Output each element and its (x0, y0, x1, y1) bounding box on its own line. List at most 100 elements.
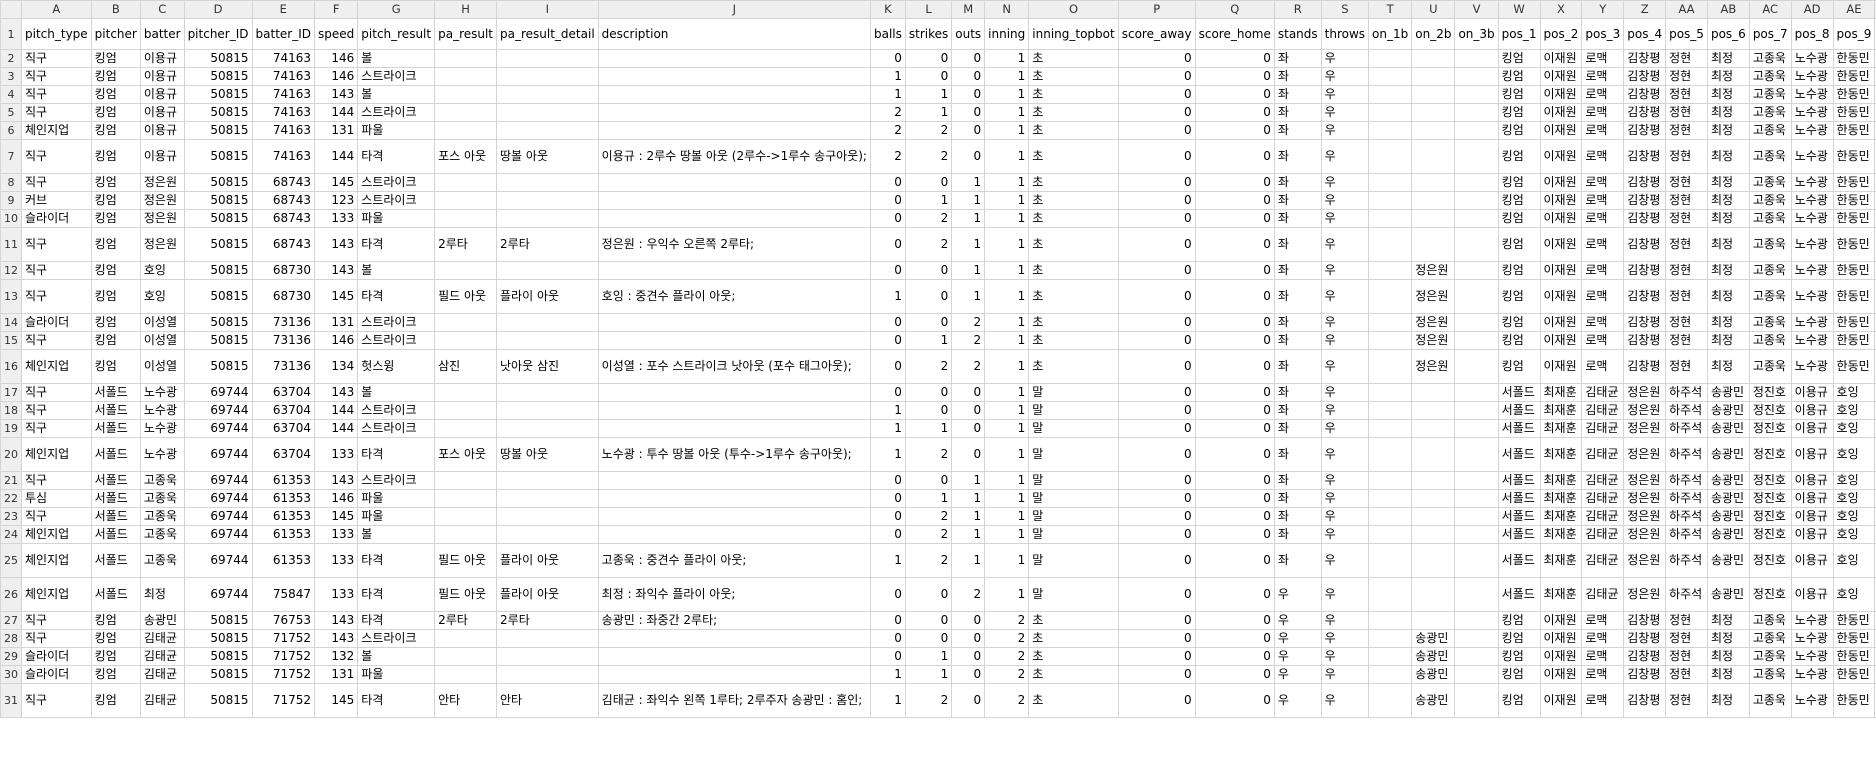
cell-pitcher-ID[interactable]: 50815 (183, 103, 253, 122)
cell-score-away[interactable]: 0 (1117, 419, 1196, 438)
cell-pitch-result[interactable]: 스트라이크 (357, 471, 436, 490)
cell-pitch-result[interactable]: 스트라이크 (357, 103, 436, 122)
cell-on-1b[interactable] (1368, 227, 1413, 262)
cell-pitcher[interactable]: 킹엄 (90, 279, 141, 314)
cell-pitcher-ID[interactable]: 50815 (183, 683, 253, 718)
column-header[interactable]: C (139, 0, 185, 19)
cell-stands[interactable]: 좌 (1273, 227, 1322, 262)
cell-inning[interactable]: 1 (984, 507, 1030, 526)
row-header[interactable]: 18 (0, 401, 22, 420)
cell-speed[interactable]: 131 (314, 313, 359, 332)
cell-strikes[interactable]: 2 (904, 525, 953, 544)
cell-pos-5[interactable]: 정현 (1665, 279, 1708, 314)
cell-throws[interactable]: 우 (1320, 629, 1370, 648)
cell-pa-result[interactable]: 필드 아웃 (434, 543, 498, 578)
cell-batter-ID[interactable]: 76753 (251, 611, 316, 630)
cell-batter-ID[interactable]: 71752 (251, 647, 316, 666)
cell-inning[interactable]: 1 (984, 349, 1030, 384)
cell-throws[interactable]: 우 (1320, 525, 1370, 544)
cell-on-2b[interactable] (1411, 139, 1456, 174)
cell-batter-ID[interactable]: 68743 (251, 191, 316, 210)
cell-throws[interactable]: 우 (1320, 543, 1370, 578)
cell-score-home[interactable]: 0 (1194, 419, 1275, 438)
header-cell[interactable]: stands (1273, 18, 1322, 50)
cell-batter[interactable]: 정은원 (139, 227, 185, 262)
column-header[interactable]: M (951, 0, 986, 19)
cell-throws[interactable]: 우 (1320, 103, 1370, 122)
row-header[interactable]: 23 (0, 507, 22, 526)
cell-inning[interactable]: 1 (984, 67, 1030, 86)
cell-pos-4[interactable]: 정은원 (1623, 383, 1667, 402)
cell-outs[interactable]: 0 (951, 611, 986, 630)
cell-on-1b[interactable] (1368, 85, 1413, 104)
cell-outs[interactable]: 1 (951, 209, 986, 228)
cell-score-away[interactable]: 0 (1117, 647, 1196, 666)
cell-pos-2[interactable]: 최재훈 (1539, 401, 1583, 420)
cell-pos-9[interactable]: 한동민 (1832, 629, 1876, 648)
cell-pa-result[interactable]: 2루타 (434, 227, 498, 262)
column-header[interactable]: H (434, 0, 498, 19)
cell-pa-result-detail[interactable] (496, 313, 599, 332)
cell-pos-7[interactable]: 고종욱 (1748, 227, 1792, 262)
cell-inning[interactable]: 1 (984, 577, 1030, 612)
cell-on-3b[interactable] (1454, 227, 1499, 262)
cell-pos-9[interactable]: 한동민 (1832, 611, 1876, 630)
cell-pos-6[interactable]: 최정 (1706, 85, 1750, 104)
cell-inning[interactable]: 1 (984, 437, 1030, 472)
cell-pos-1[interactable]: 서폴드 (1497, 419, 1541, 438)
row-header[interactable]: 11 (0, 227, 22, 262)
cell-pitcher[interactable]: 킹엄 (90, 313, 141, 332)
row-header[interactable]: 19 (0, 419, 22, 438)
cell-pa-result-detail[interactable] (496, 261, 599, 280)
cell-pos-6[interactable]: 최정 (1706, 279, 1750, 314)
cell-speed[interactable]: 143 (314, 85, 359, 104)
cell-outs[interactable]: 1 (951, 525, 986, 544)
cell-description[interactable] (597, 507, 871, 526)
cell-batter[interactable]: 호잉 (139, 261, 185, 280)
cell-score-home[interactable]: 0 (1194, 279, 1275, 314)
cell-description[interactable] (597, 401, 871, 420)
cell-pitcher-ID[interactable]: 69744 (183, 525, 253, 544)
cell-pa-result[interactable] (434, 49, 498, 68)
cell-balls[interactable]: 1 (869, 279, 906, 314)
cell-pos-1[interactable]: 서폴드 (1497, 507, 1541, 526)
cell-pos-8[interactable]: 노수광 (1790, 67, 1834, 86)
cell-speed[interactable]: 145 (314, 507, 359, 526)
cell-pos-9[interactable]: 한동민 (1832, 85, 1876, 104)
cell-px[interactable]: -0.381 (1874, 683, 1876, 718)
cell-pos-1[interactable]: 킹엄 (1497, 647, 1541, 666)
cell-description[interactable] (597, 419, 871, 438)
cell-pos-5[interactable]: 하주석 (1665, 437, 1708, 472)
cell-pos-4[interactable]: 김창평 (1623, 139, 1667, 174)
cell-batter-ID[interactable]: 71752 (251, 683, 316, 718)
cell-pitch-result[interactable]: 스트라이크 (357, 629, 436, 648)
row-header[interactable]: 26 (0, 577, 22, 612)
cell-pos-1[interactable]: 킹엄 (1497, 683, 1541, 718)
cell-stands[interactable]: 좌 (1273, 85, 1322, 104)
cell-outs[interactable]: 0 (951, 383, 986, 402)
cell-inning[interactable]: 2 (984, 611, 1030, 630)
cell-description[interactable]: 정은원 : 우익수 오른쪽 2루타; (597, 227, 871, 262)
cell-throws[interactable]: 우 (1320, 471, 1370, 490)
cell-pos-6[interactable]: 최정 (1706, 683, 1750, 718)
cell-on-3b[interactable] (1454, 209, 1499, 228)
cell-on-1b[interactable] (1368, 471, 1413, 490)
cell-pa-result-detail[interactable] (496, 419, 599, 438)
cell-on-1b[interactable] (1368, 507, 1413, 526)
cell-pitcher[interactable]: 서폴드 (90, 543, 141, 578)
cell-pa-result-detail[interactable] (496, 49, 599, 68)
cell-batter[interactable]: 이용규 (139, 67, 185, 86)
cell-speed[interactable]: 145 (314, 683, 359, 718)
cell-pa-result-detail[interactable] (496, 471, 599, 490)
cell-pa-result-detail[interactable]: 플라이 아웃 (496, 577, 599, 612)
header-cell[interactable]: throws (1320, 18, 1370, 50)
cell-pos-2[interactable]: 이재원 (1539, 665, 1583, 684)
cell-pos-1[interactable]: 킹엄 (1497, 121, 1541, 140)
cell-pos-5[interactable]: 정현 (1665, 103, 1708, 122)
cell-pa-result-detail[interactable] (496, 647, 599, 666)
cell-score-home[interactable]: 0 (1194, 67, 1275, 86)
cell-strikes[interactable]: 0 (904, 67, 953, 86)
cell-pos-6[interactable]: 최정 (1706, 191, 1750, 210)
cell-pos-8[interactable]: 이용규 (1790, 507, 1834, 526)
cell-inning[interactable]: 1 (984, 49, 1030, 68)
